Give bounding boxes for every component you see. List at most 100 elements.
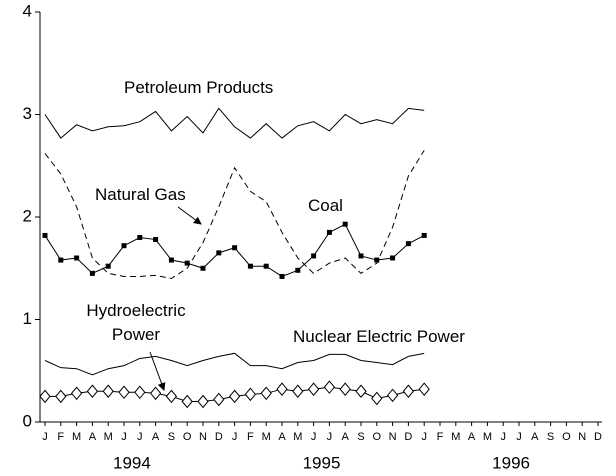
- marker: [323, 380, 336, 394]
- x-tick-label: J: [421, 431, 427, 443]
- x-tick-label: A: [468, 431, 476, 443]
- x-tick-label: O: [183, 431, 192, 443]
- marker: [244, 387, 257, 402]
- x-tick-label: A: [89, 431, 97, 443]
- x-tick-label: J: [42, 431, 48, 443]
- x-tick-label: F: [247, 431, 254, 443]
- marker: [153, 237, 159, 243]
- x-tick-label: N: [389, 431, 397, 443]
- y-tick-label: 0: [23, 411, 32, 430]
- series-label: Coal: [308, 196, 343, 215]
- x-tick-label: J: [516, 431, 522, 443]
- marker: [168, 257, 174, 263]
- marker: [276, 382, 288, 396]
- marker: [70, 386, 83, 401]
- marker: [121, 243, 127, 249]
- x-tick-label: O: [373, 431, 382, 443]
- marker: [165, 389, 178, 404]
- marker: [386, 388, 399, 403]
- year-label: 1996: [492, 453, 530, 472]
- marker: [355, 384, 367, 399]
- marker: [118, 385, 130, 400]
- x-tick-label: J: [232, 431, 238, 443]
- marker: [374, 257, 380, 263]
- x-tick-label: M: [483, 431, 492, 443]
- y-tick-label: 1: [23, 309, 32, 328]
- marker: [371, 391, 383, 406]
- series-label: Natural Gas: [95, 185, 186, 204]
- arrow: [177, 206, 202, 225]
- x-tick-label: N: [578, 431, 586, 443]
- marker: [228, 389, 241, 404]
- x-tick-label: A: [531, 431, 539, 443]
- marker: [263, 263, 269, 269]
- marker: [295, 267, 301, 273]
- year-label: 1994: [113, 453, 151, 472]
- marker: [86, 384, 99, 399]
- x-tick-label: A: [278, 431, 286, 443]
- marker: [421, 232, 427, 238]
- series-line: [44, 352, 425, 376]
- series-line: [44, 107, 425, 139]
- marker: [181, 394, 193, 409]
- marker: [55, 389, 67, 404]
- arrow: [149, 351, 166, 391]
- x-tick-label: M: [451, 431, 460, 443]
- x-tick-label: A: [342, 431, 350, 443]
- x-tick-label: S: [547, 431, 554, 443]
- x-tick-label: D: [404, 431, 412, 443]
- marker: [197, 394, 209, 409]
- marker: [137, 235, 143, 240]
- marker: [200, 265, 206, 271]
- series-label: Nuclear Electric Power: [293, 327, 465, 346]
- marker: [102, 384, 114, 399]
- marker: [418, 382, 430, 396]
- marker: [311, 253, 317, 259]
- x-tick-label: F: [57, 431, 64, 443]
- x-tick-label: J: [121, 431, 127, 443]
- x-tick-label: J: [137, 431, 143, 443]
- marker: [216, 250, 222, 256]
- marker: [390, 255, 396, 261]
- marker: [213, 392, 225, 407]
- marker: [342, 221, 348, 227]
- marker: [89, 270, 95, 276]
- marker: [405, 241, 411, 247]
- x-tick-label: M: [293, 431, 302, 443]
- x-tick-label: M: [72, 431, 81, 443]
- x-tick-label: D: [215, 431, 223, 443]
- marker: [105, 263, 111, 269]
- x-tick-label: M: [104, 431, 113, 443]
- x-tick-label: J: [327, 431, 333, 443]
- series-label: Petroleum Products: [124, 78, 274, 97]
- marker: [58, 257, 64, 263]
- x-tick-label: J: [500, 431, 506, 443]
- x-tick-label: S: [168, 431, 175, 443]
- x-tick-label: J: [311, 431, 317, 443]
- marker: [292, 384, 304, 399]
- marker: [149, 386, 162, 401]
- marker: [247, 263, 253, 269]
- marker: [184, 260, 190, 266]
- marker: [232, 245, 238, 251]
- series-line: [44, 150, 425, 280]
- x-tick-label: D: [594, 431, 602, 443]
- x-tick-label: O: [562, 431, 571, 443]
- marker: [326, 229, 332, 235]
- y-tick-label: 2: [23, 206, 32, 225]
- x-tick-label: S: [357, 431, 364, 443]
- marker: [74, 255, 80, 261]
- marker: [307, 382, 320, 396]
- year-label: 1995: [303, 453, 341, 472]
- x-tick-label: N: [199, 431, 207, 443]
- x-tick-label: A: [152, 431, 160, 443]
- marker: [339, 382, 351, 396]
- marker: [402, 384, 415, 399]
- x-tick-label: F: [437, 431, 444, 443]
- y-tick-label: 4: [23, 1, 32, 20]
- series-line: [44, 223, 425, 278]
- series-label: Hydroelectric Power: [86, 301, 186, 344]
- y-tick-label: 3: [23, 104, 32, 123]
- marker: [260, 386, 272, 401]
